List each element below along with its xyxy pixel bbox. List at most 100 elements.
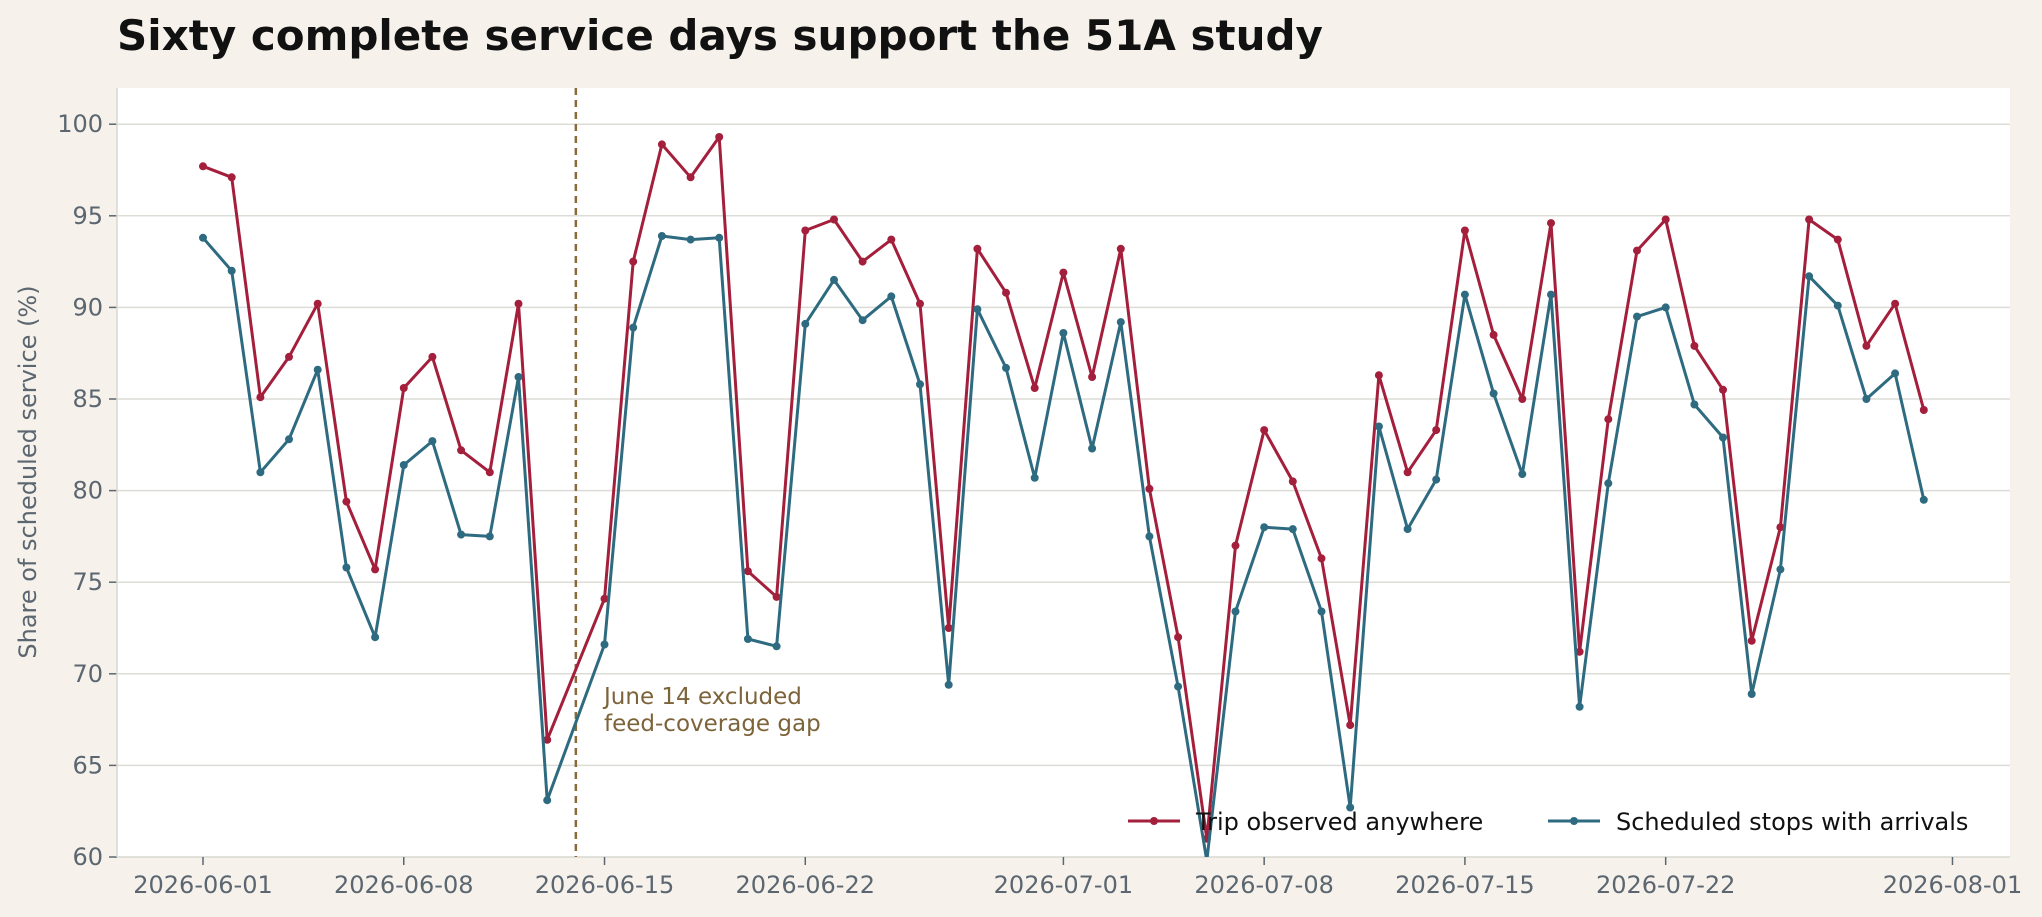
data-point	[1518, 470, 1527, 479]
x-tick-label: 2026-06-01	[133, 871, 272, 899]
data-point	[916, 299, 924, 308]
data-point	[1575, 647, 1584, 656]
annotation-line-1: June 14 excluded	[602, 684, 802, 710]
series-group	[199, 133, 1928, 857]
data-point	[1776, 565, 1785, 574]
chart-title: Sixty complete service days support the …	[117, 11, 1323, 60]
data-point	[342, 497, 351, 506]
data-point	[1145, 532, 1154, 541]
data-point	[1174, 633, 1183, 642]
legend-label-stops: Scheduled stops with arrivals	[1616, 808, 1968, 836]
y-tick-label: 100	[57, 110, 103, 138]
data-point	[715, 133, 724, 141]
data-point	[514, 373, 523, 381]
data-point	[1690, 341, 1699, 350]
data-point	[1174, 682, 1183, 691]
data-point	[1805, 272, 1814, 281]
data-point	[1002, 363, 1010, 372]
y-tick-label: 75	[72, 568, 103, 596]
data-point	[1460, 226, 1469, 235]
series-scheduled-stops	[199, 232, 1928, 857]
data-point	[1862, 341, 1871, 350]
data-point	[1604, 479, 1613, 488]
data-point	[629, 323, 638, 332]
x-tick-label: 2026-06-15	[535, 871, 674, 899]
y-tick-label: 70	[72, 660, 103, 688]
data-point	[428, 437, 437, 446]
data-point	[1002, 288, 1010, 297]
gridlines	[117, 123, 2010, 767]
data-point	[1088, 444, 1097, 453]
data-point	[1690, 400, 1699, 409]
data-point	[858, 316, 867, 325]
data-point	[1833, 235, 1842, 244]
data-point	[600, 640, 609, 649]
data-point	[313, 299, 322, 308]
x-tick-label: 2026-07-08	[1194, 871, 1333, 899]
y-tick-label: 65	[72, 751, 103, 779]
data-point	[1518, 395, 1527, 403]
x-tick-label: 2026-07-22	[1596, 871, 1735, 899]
data-point	[1205, 856, 1209, 857]
x-tick-label: 2026-08-01	[1883, 871, 2022, 899]
data-point	[1719, 433, 1727, 442]
data-point	[1231, 607, 1240, 616]
data-point	[371, 565, 380, 574]
data-point	[1747, 690, 1756, 698]
y-tick-label: 90	[72, 293, 103, 321]
data-point	[457, 446, 466, 455]
data-point	[227, 173, 236, 182]
data-point	[1489, 330, 1498, 339]
data-point	[772, 642, 781, 651]
data-point	[1633, 312, 1641, 321]
data-point	[1030, 384, 1039, 392]
data-point	[1231, 541, 1240, 550]
data-point	[686, 235, 695, 244]
y-tick-label: 85	[72, 385, 103, 413]
annotation-line-2: feed-coverage gap	[604, 711, 821, 737]
data-point	[1776, 523, 1785, 532]
data-point	[1805, 215, 1814, 224]
data-point	[830, 275, 838, 284]
data-point	[514, 299, 523, 308]
data-point	[830, 215, 838, 224]
data-point	[1919, 495, 1928, 504]
data-point	[256, 468, 265, 477]
data-point	[743, 567, 752, 576]
data-point	[1633, 246, 1641, 255]
data-point	[657, 140, 666, 149]
data-point	[199, 233, 207, 242]
data-point	[485, 532, 494, 541]
data-point	[1288, 477, 1297, 486]
x-tick-label: 2026-07-01	[994, 871, 1133, 899]
data-point	[1891, 299, 1900, 308]
data-point	[1747, 636, 1756, 645]
y-tick-label: 95	[72, 202, 103, 230]
data-point	[1547, 290, 1555, 299]
data-point	[1833, 301, 1842, 310]
data-point	[399, 461, 408, 469]
legend-label-trip: Trip observed anywhere	[1195, 808, 1483, 836]
series-trip-observed	[199, 133, 1928, 843]
data-point	[887, 235, 896, 244]
data-point	[916, 380, 924, 389]
data-point	[944, 680, 953, 689]
data-point	[485, 468, 494, 477]
x-tick-label: 2026-06-08	[334, 871, 473, 899]
data-point	[801, 319, 810, 328]
data-point	[1919, 406, 1928, 414]
data-point	[1288, 525, 1297, 534]
annotation-group: June 14 excluded feed-coverage gap	[574, 88, 821, 857]
data-point	[1575, 702, 1584, 711]
data-point	[858, 257, 867, 266]
data-point	[1116, 318, 1125, 327]
legend: Trip observed anywhere Scheduled stops w…	[1128, 808, 1968, 836]
data-point	[199, 162, 207, 171]
data-point	[1719, 385, 1727, 394]
data-point	[1862, 395, 1871, 403]
data-point	[944, 624, 953, 632]
data-point	[1030, 473, 1039, 482]
data-point	[1604, 415, 1613, 424]
y-axis: 60 65 70 75 80 85 90 95 100	[57, 88, 118, 871]
data-point	[543, 796, 552, 805]
